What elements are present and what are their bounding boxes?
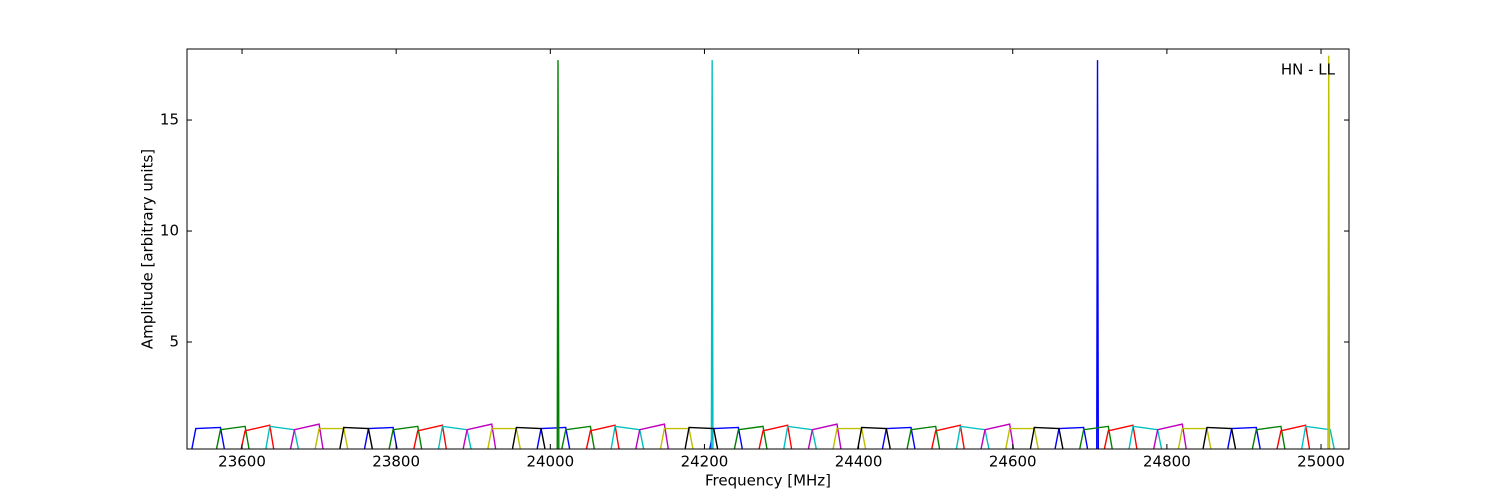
y-tick-label: 10 (160, 222, 179, 240)
series-line (289, 423, 1187, 449)
axes-frame (186, 48, 1350, 450)
y-tick-label: 15 (160, 111, 179, 129)
x-tick-label: 25000 (1297, 453, 1345, 471)
x-tick-label: 24600 (989, 453, 1037, 471)
series-line (191, 60, 1261, 449)
series-line (265, 60, 1335, 449)
x-tick-label: 23800 (372, 453, 420, 471)
series-line (339, 426, 1237, 449)
series-line (314, 55, 1331, 449)
x-tick-label: 24000 (526, 453, 574, 471)
x-tick-label: 24200 (681, 453, 729, 471)
series-line (215, 60, 1286, 449)
y-tick-label: 5 (169, 333, 179, 351)
plot-area (191, 55, 1335, 449)
y-axis-label: Amplitude [arbitrary units] (139, 149, 157, 349)
x-tick-label: 24800 (1143, 453, 1191, 471)
annotation: HN - LL (1281, 61, 1336, 79)
x-tick-label: 24400 (835, 453, 883, 471)
x-axis-label: Frequency [MHz] (705, 472, 831, 490)
x-tick-label: 23600 (218, 453, 266, 471)
series-line (240, 424, 1311, 449)
